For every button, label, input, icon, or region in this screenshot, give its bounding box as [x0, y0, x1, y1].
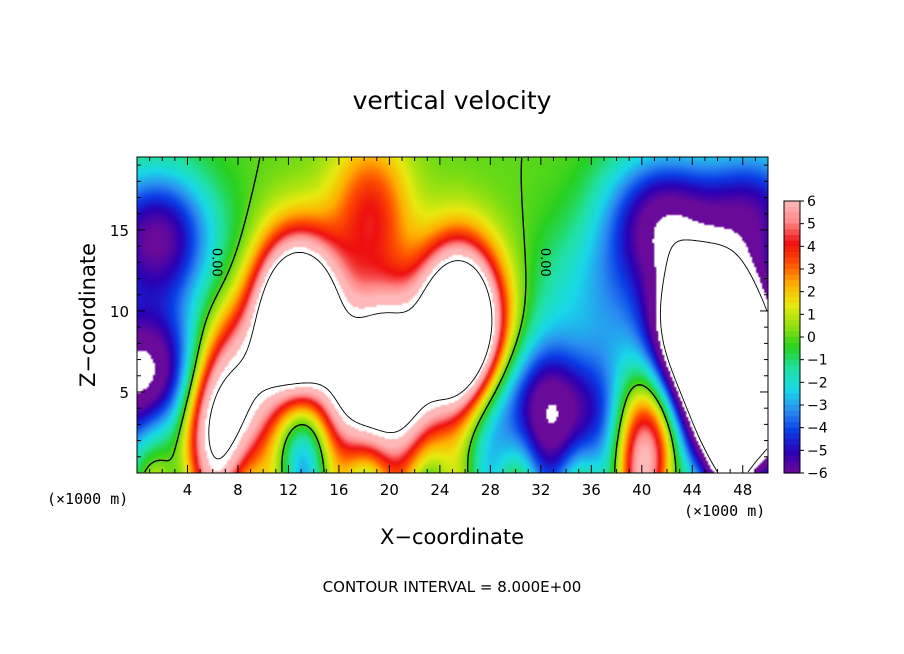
- colorbar-swatch: [784, 399, 800, 406]
- colorbar-swatch: [784, 235, 800, 242]
- colorbar-swatch: [784, 410, 800, 417]
- colorbar-swatch: [784, 444, 800, 451]
- colorbar-swatch: [784, 240, 800, 247]
- colorbar-tick-label: 1: [807, 307, 816, 323]
- x-tick-label: 8: [233, 481, 243, 499]
- colorbar-swatch: [784, 212, 800, 219]
- colorbar-swatch: [784, 422, 800, 429]
- colorbar-swatch: [784, 297, 800, 304]
- colorbar-swatch: [784, 314, 800, 321]
- colorbar-tick-label: 2: [807, 285, 816, 301]
- x-tick-label: 4: [183, 481, 193, 499]
- colorbar-swatch: [784, 376, 800, 383]
- x-tick-label: 12: [279, 481, 298, 499]
- velocity-field-image: [137, 157, 768, 473]
- contour-line: [208, 251, 493, 460]
- colorbar-tick-label: −6: [807, 466, 828, 482]
- colorbar-swatch: [784, 354, 800, 361]
- velocity-field: [137, 157, 768, 473]
- colorbar-swatch: [784, 246, 800, 253]
- chart-title: vertical velocity: [352, 86, 552, 115]
- contour-label: 0.00: [209, 248, 224, 277]
- colorbar-swatch: [784, 325, 800, 332]
- x-axis: 4 8 12 16 20 24 28 32 36 40 44 48: [149, 157, 756, 499]
- colorbar-swatch: [784, 405, 800, 412]
- contour-interval-note: CONTOUR INTERVAL = 8.000E+00: [322, 578, 582, 596]
- colorbar-swatch: [784, 223, 800, 230]
- colorbar-tick-label: 0: [807, 330, 816, 346]
- colorbar-swatch: [784, 388, 800, 395]
- colorbar-tick-label: 3: [807, 262, 816, 278]
- colorbar-swatch: [784, 371, 800, 378]
- colorbar-swatch: [784, 331, 800, 338]
- colorbar-swatch: [784, 206, 800, 213]
- contour-line: [659, 239, 768, 473]
- x-tick-label: 28: [481, 481, 500, 499]
- x-tick-label: 20: [380, 481, 399, 499]
- colorbar-swatch: [784, 218, 800, 225]
- colorbar-swatch: [784, 257, 800, 264]
- y-axis-label: Z−coordinate: [76, 243, 100, 387]
- x-tick-label: 24: [430, 481, 449, 499]
- colorbar-swatch: [784, 342, 800, 349]
- colorbar-swatch: [784, 269, 800, 276]
- colorbar-tick-label: 6: [807, 194, 816, 210]
- colorbar-swatch: [784, 229, 800, 236]
- colorbar-swatch: [784, 303, 800, 310]
- y-tick-label: 10: [110, 303, 129, 321]
- colorbar-tick-label: −4: [807, 421, 828, 437]
- x-tick-label: 40: [632, 481, 651, 499]
- colorbar-swatch: [784, 433, 800, 440]
- contour-line: [144, 157, 677, 473]
- colorbar-swatch: [784, 320, 800, 327]
- x-unit-right: (×1000 m): [684, 502, 766, 520]
- y-tick-label: 15: [110, 222, 129, 240]
- x-tick-label: 44: [683, 481, 702, 499]
- colorbar-tick-label: 5: [807, 217, 816, 233]
- colorbar-swatch: [784, 201, 800, 208]
- colorbar-swatch: [784, 365, 800, 372]
- x-tick-label: 32: [531, 481, 550, 499]
- colorbar-swatch: [784, 456, 800, 463]
- y-tick-label: 5: [119, 384, 129, 402]
- colorbar-swatch: [784, 467, 800, 474]
- colorbar-swatch: [784, 286, 800, 293]
- x-tick-label: 36: [582, 481, 601, 499]
- colorbar-tick-label: −1: [807, 353, 828, 369]
- colorbar-swatch: [784, 263, 800, 270]
- x-axis-label: X−coordinate: [380, 525, 524, 549]
- contour-label: 0.00: [537, 248, 552, 277]
- colorbar-tick-label: −3: [807, 398, 828, 414]
- colorbar-swatch: [784, 416, 800, 423]
- y-axis: 5 10 15: [110, 164, 768, 458]
- colorbar-swatch: [784, 274, 800, 281]
- colorbar-swatch: [784, 382, 800, 389]
- colorbar-tick-label: −2: [807, 375, 828, 391]
- colorbar-swatch: [784, 393, 800, 400]
- colorbar-swatch: [784, 291, 800, 298]
- x-tick-label: 48: [733, 481, 752, 499]
- x-tick-label: 16: [329, 481, 348, 499]
- colorbar-tick-label: 4: [807, 239, 816, 255]
- colorbar-swatch: [784, 308, 800, 315]
- contour-labels: 0.00 0.00: [209, 248, 552, 277]
- colorbar-tick-label: −5: [807, 443, 828, 459]
- colorbar-swatch: [784, 450, 800, 457]
- colorbar-swatch: [784, 252, 800, 259]
- colorbar-swatch: [784, 337, 800, 344]
- colorbar-swatch: [784, 427, 800, 434]
- colorbar: 6 5 4 3 2 1 0 −1 −2 −3 −4 −5 −6: [783, 194, 828, 482]
- colorbar-swatch: [784, 348, 800, 355]
- colorbar-swatch: [784, 359, 800, 366]
- zero-contours: [144, 157, 768, 473]
- x-unit-left: (×1000 m): [47, 490, 129, 508]
- colorbar-swatch: [784, 280, 800, 287]
- colorbar-swatch: [784, 461, 800, 468]
- colorbar-swatch: [784, 439, 800, 446]
